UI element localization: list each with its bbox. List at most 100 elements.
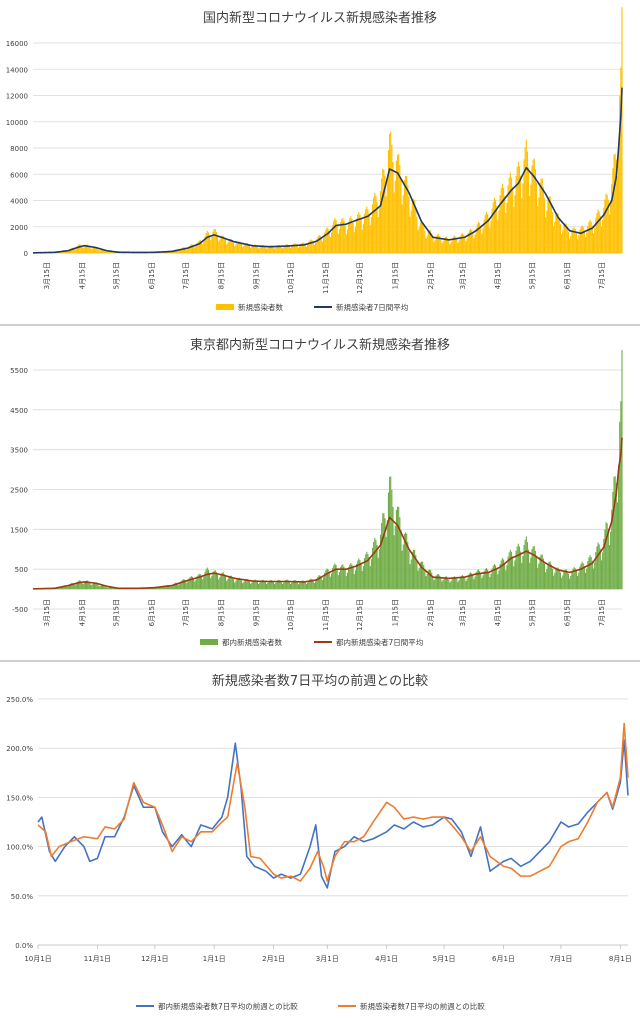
bar (342, 218, 343, 253)
y-tick-label: 8000 (10, 145, 28, 153)
bar (619, 422, 620, 589)
bar (187, 581, 188, 589)
bar (433, 580, 434, 589)
bar (346, 234, 347, 253)
bar (199, 240, 200, 253)
bar (478, 570, 479, 590)
x-tick-label: 6月15日 (148, 599, 156, 626)
bar (577, 239, 578, 253)
bar (291, 247, 292, 253)
bar (456, 579, 457, 589)
bar (331, 232, 332, 253)
x-tick-label: 3月15日 (459, 599, 467, 626)
x-tick-label: 1月15日 (392, 262, 400, 289)
bar (553, 576, 554, 590)
bar (241, 580, 242, 589)
bar (502, 184, 503, 253)
bar (418, 230, 419, 253)
y-tick-label: 0.0% (15, 942, 33, 950)
bar (571, 231, 572, 253)
bar (571, 571, 572, 589)
bar (206, 569, 207, 589)
bar (382, 513, 383, 589)
bar (520, 176, 521, 253)
bar (323, 577, 324, 589)
bar (537, 568, 538, 589)
bar (588, 557, 589, 589)
bar (546, 569, 547, 589)
x-tick-label: 3月1日 (316, 955, 339, 963)
bar (422, 223, 423, 253)
bar (333, 565, 334, 589)
bar (339, 229, 340, 253)
bar (543, 187, 544, 253)
bar (108, 252, 109, 253)
bar (202, 244, 203, 253)
bar (435, 578, 436, 589)
bar (374, 538, 375, 589)
bar (536, 557, 537, 589)
bar (403, 195, 404, 253)
bar (562, 575, 563, 589)
bar (530, 185, 531, 253)
bar (528, 550, 529, 589)
bar (476, 228, 477, 253)
bar (201, 576, 202, 590)
bar (225, 240, 226, 253)
bar (326, 569, 327, 590)
bar (302, 242, 303, 253)
bar (488, 218, 489, 253)
bar (84, 247, 85, 253)
bar (258, 249, 259, 253)
bar (460, 577, 461, 589)
x-tick-label: 7月15日 (598, 262, 606, 289)
bar (564, 570, 565, 589)
bar (419, 568, 420, 589)
bar (513, 207, 514, 253)
bar (377, 545, 378, 589)
bar (612, 168, 613, 253)
bar (512, 556, 513, 589)
bar (380, 191, 381, 253)
bar (410, 217, 411, 253)
bar (209, 235, 210, 253)
x-tick-label: 3月15日 (459, 262, 467, 289)
bar (267, 583, 268, 589)
bar (363, 566, 364, 589)
bar (386, 537, 387, 589)
bar (338, 234, 339, 253)
bar (576, 571, 577, 590)
bar (383, 170, 384, 253)
bar (480, 573, 481, 589)
bar (489, 577, 490, 589)
bar (465, 241, 466, 253)
legend-label: 新規感染者数7日平均の前週との比較 (360, 1001, 485, 1011)
bar (218, 579, 219, 589)
bar (515, 176, 516, 253)
x-tick-label: 6月15日 (564, 262, 572, 289)
bar (234, 583, 235, 589)
bar (425, 238, 426, 253)
x-tick-label: 4月15日 (494, 599, 502, 626)
bar (472, 232, 473, 253)
bar (266, 584, 267, 589)
y-tick-label: 50.0% (11, 893, 34, 901)
bar (498, 570, 499, 589)
bar (424, 231, 425, 253)
bar (600, 549, 601, 589)
bar (375, 540, 376, 589)
x-tick-label: 11月1日 (84, 955, 111, 963)
bar (585, 237, 586, 253)
y-tick-label: 16000 (6, 40, 28, 48)
bar (297, 245, 298, 253)
series-line (38, 740, 628, 888)
bar (514, 560, 515, 589)
y-tick-label: 150.0% (6, 794, 33, 802)
bar (375, 196, 376, 253)
bar (467, 579, 468, 589)
bar (371, 217, 372, 253)
bar (354, 574, 355, 589)
bar (582, 562, 583, 589)
bar (179, 584, 180, 590)
bar (346, 576, 347, 589)
